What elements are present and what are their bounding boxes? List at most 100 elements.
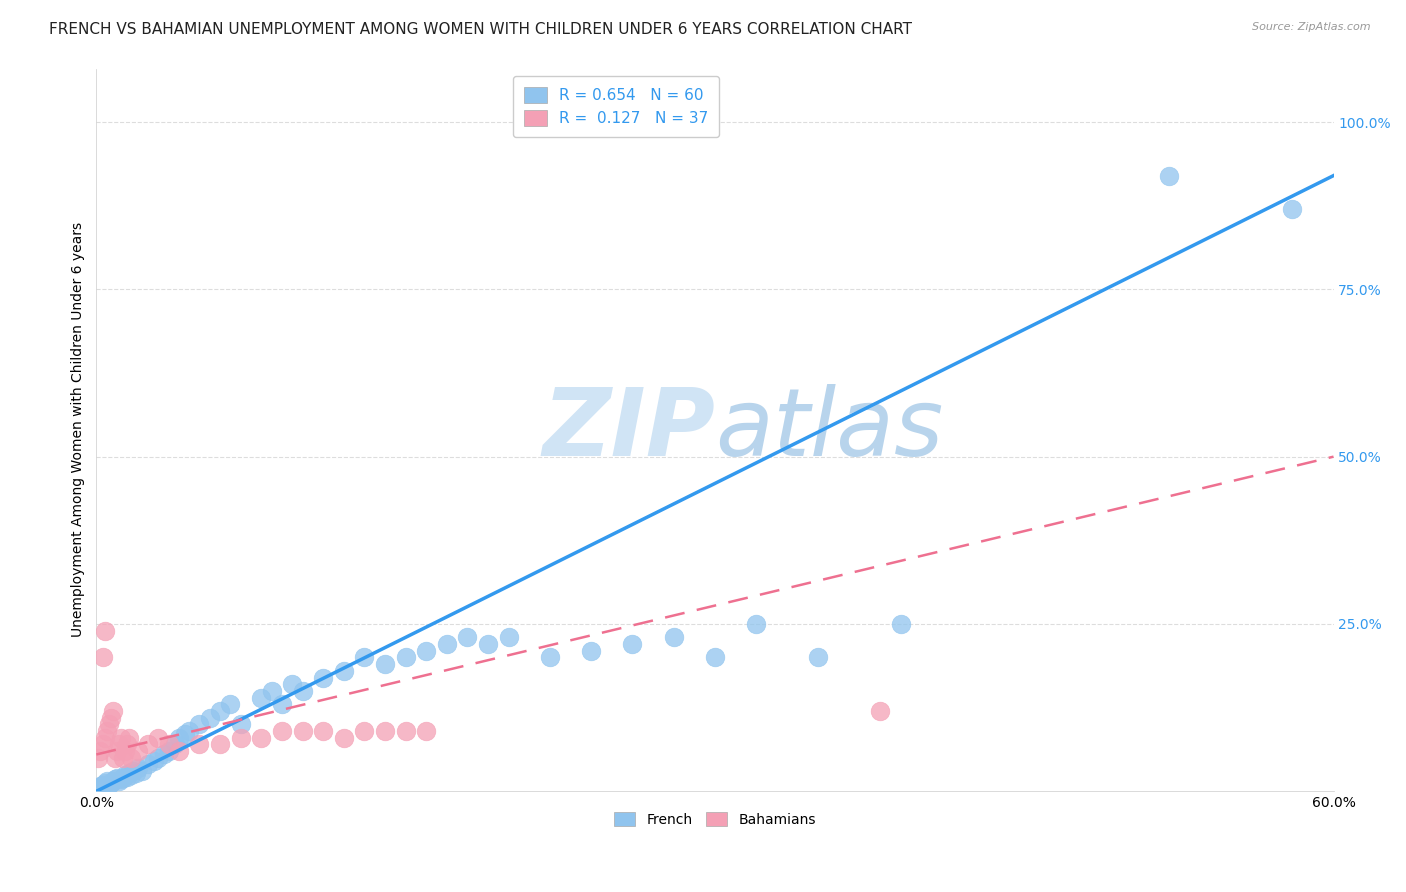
Point [122, 764, 145, 779]
Point [108, 738, 131, 752]
Point [188, 717, 211, 731]
Point [157, 744, 180, 758]
Point [167, 731, 190, 745]
Point [209, 738, 232, 752]
Point [703, 650, 725, 665]
Point [87, 780, 110, 795]
Point [114, 744, 136, 758]
Point [415, 724, 437, 739]
Point [120, 751, 142, 765]
Point [114, 767, 136, 781]
Point [353, 724, 375, 739]
Point [108, 774, 131, 789]
Point [250, 731, 273, 745]
Point [136, 757, 159, 772]
Point [271, 724, 294, 739]
Point [101, 774, 124, 789]
Point [312, 671, 335, 685]
Point [100, 776, 122, 790]
Point [807, 650, 830, 665]
Point [395, 650, 418, 665]
Point [148, 751, 170, 765]
Point [179, 724, 201, 739]
Point [745, 617, 768, 632]
Point [118, 731, 141, 745]
Point [198, 711, 221, 725]
Point [105, 771, 128, 785]
Point [110, 731, 132, 745]
Point [374, 724, 396, 739]
Point [91, 738, 114, 752]
Legend: French, Bahamians: French, Bahamians [606, 804, 824, 835]
Point [112, 751, 135, 765]
Point [163, 738, 186, 752]
Point [143, 754, 166, 768]
Point [869, 704, 891, 718]
Point [498, 631, 520, 645]
Point [131, 764, 153, 779]
Point [93, 731, 115, 745]
Point [188, 738, 211, 752]
Point [110, 772, 132, 787]
Point [104, 751, 127, 765]
Point [157, 738, 180, 752]
Point [91, 778, 114, 792]
Point [117, 738, 139, 752]
Point [91, 650, 114, 665]
Point [538, 650, 561, 665]
Point [167, 744, 190, 758]
Point [96, 724, 118, 739]
Point [281, 677, 304, 691]
Point [112, 771, 135, 785]
Point [1157, 169, 1180, 183]
Point [477, 637, 499, 651]
Point [271, 698, 294, 712]
Y-axis label: Unemployment Among Women with Children Under 6 years: Unemployment Among Women with Children U… [72, 222, 86, 638]
Point [89, 779, 111, 793]
Point [104, 772, 127, 787]
Point [97, 717, 120, 731]
Point [1281, 202, 1303, 216]
Point [229, 731, 252, 745]
Point [621, 637, 644, 651]
Text: atlas: atlas [714, 384, 943, 475]
Point [105, 744, 128, 758]
Point [96, 774, 118, 789]
Point [333, 731, 356, 745]
Point [118, 765, 141, 780]
Point [174, 727, 197, 741]
Point [117, 770, 139, 784]
Point [124, 765, 146, 780]
Point [415, 644, 437, 658]
Point [889, 617, 911, 632]
Point [136, 738, 159, 752]
Text: ZIP: ZIP [543, 384, 714, 476]
Point [127, 744, 149, 758]
Point [250, 690, 273, 705]
Point [93, 776, 115, 790]
Point [457, 631, 479, 645]
Point [93, 624, 115, 638]
Point [229, 717, 252, 731]
Point [662, 631, 685, 645]
Point [209, 704, 232, 718]
Text: Source: ZipAtlas.com: Source: ZipAtlas.com [1253, 22, 1371, 32]
Point [374, 657, 396, 672]
Point [436, 637, 458, 651]
Point [89, 744, 111, 758]
Point [579, 644, 602, 658]
Text: FRENCH VS BAHAMIAN UNEMPLOYMENT AMONG WOMEN WITH CHILDREN UNDER 6 YEARS CORRELAT: FRENCH VS BAHAMIAN UNEMPLOYMENT AMONG WO… [49, 22, 912, 37]
Point [97, 778, 120, 792]
Point [219, 698, 242, 712]
Point [127, 761, 149, 775]
Point [153, 747, 176, 762]
Point [101, 704, 124, 718]
Point [291, 684, 314, 698]
Point [333, 664, 356, 678]
Point [353, 650, 375, 665]
Point [260, 684, 283, 698]
Point [291, 724, 314, 739]
Point [148, 731, 170, 745]
Point [395, 724, 418, 739]
Point [120, 767, 142, 781]
